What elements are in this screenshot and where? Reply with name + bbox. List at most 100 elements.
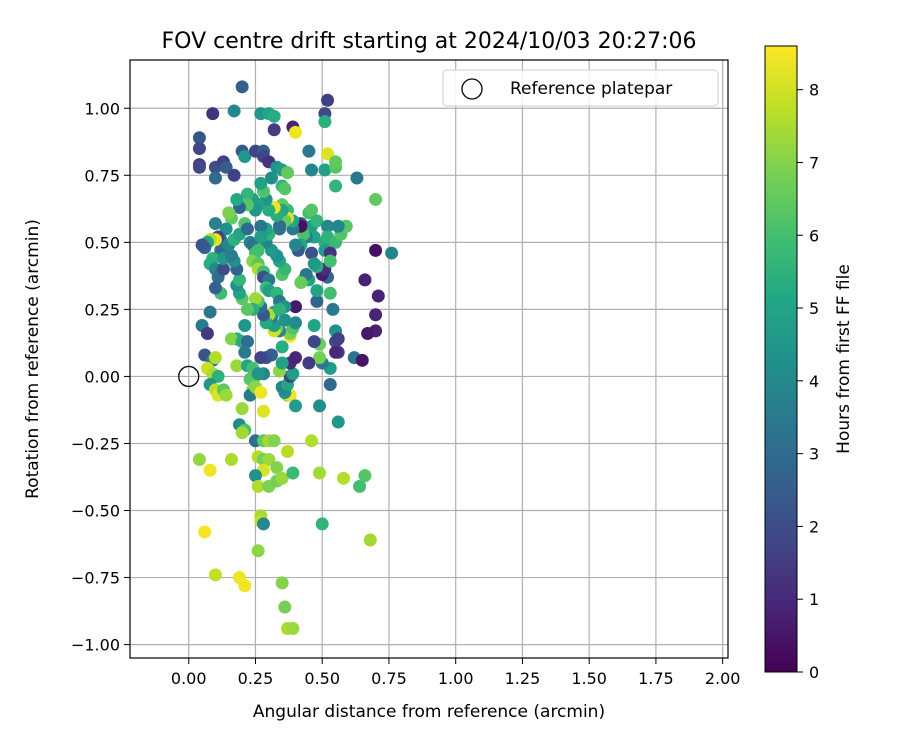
- x-tick-label: 2.00: [705, 669, 741, 688]
- data-point: [318, 115, 332, 129]
- data-point: [305, 203, 319, 217]
- data-point: [267, 109, 281, 123]
- data-point: [305, 163, 319, 177]
- data-point: [267, 123, 281, 137]
- data-point: [337, 471, 351, 485]
- data-point: [358, 273, 372, 287]
- axes: 0.00 0.25 0.50 0.75 1.00 1.25 1.50 1.75 2.00 −1.0…: [71, 59, 741, 688]
- data-point: [331, 415, 345, 429]
- data-point: [323, 286, 337, 300]
- data-point: [331, 332, 345, 346]
- data-point: [305, 246, 319, 260]
- data-point: [289, 238, 303, 252]
- data-point: [278, 182, 292, 196]
- data-point: [313, 466, 327, 480]
- data-point: [310, 284, 324, 298]
- x-axis-label: Angular distance from reference (arcmin): [253, 702, 605, 722]
- data-point: [289, 351, 303, 365]
- data-point: [206, 107, 220, 121]
- y-tick-label: 1.00: [84, 99, 120, 118]
- data-point: [275, 356, 289, 370]
- data-point: [224, 453, 238, 467]
- legend: Reference platepar: [442, 69, 719, 107]
- data-point: [363, 533, 377, 547]
- plot-frame: [129, 59, 729, 659]
- data-point: [240, 222, 254, 236]
- data-point: [254, 351, 268, 365]
- data-point: [224, 332, 238, 346]
- colorbar-gradient: [764, 45, 798, 673]
- data-point: [203, 463, 217, 477]
- colorbar-tick-label: 8: [809, 81, 819, 100]
- data-point: [219, 160, 233, 174]
- data-point: [208, 568, 222, 582]
- data-point: [230, 359, 244, 373]
- grid-lines: [130, 60, 728, 658]
- data-point: [251, 243, 265, 257]
- data-point: [251, 544, 265, 558]
- data-point: [273, 302, 286, 316]
- legend-box: [442, 69, 719, 107]
- data-point: [369, 308, 383, 322]
- data-point: [203, 305, 217, 319]
- data-point: [329, 345, 343, 359]
- colorbar-tick-label: 1: [809, 590, 819, 609]
- data-point: [264, 171, 278, 185]
- data-point: [224, 249, 238, 263]
- y-tick-label: −0.75: [71, 569, 120, 588]
- y-tick-label: 0.75: [84, 166, 120, 185]
- colorbar-tick-label: 4: [809, 372, 819, 391]
- data-point: [281, 166, 295, 180]
- data-point: [302, 356, 316, 370]
- data-point: [369, 192, 383, 206]
- x-tick-label: 0.00: [171, 669, 207, 688]
- data-point: [238, 318, 252, 332]
- legend-marker: [461, 78, 483, 100]
- data-point: [248, 469, 262, 483]
- data-point: [248, 292, 262, 306]
- x-tick-label: 0.75: [371, 669, 407, 688]
- x-tick-label: 0.50: [304, 669, 340, 688]
- data-point: [235, 426, 249, 440]
- data-point: [321, 93, 335, 107]
- data-point: [321, 219, 335, 233]
- data-point: [227, 104, 241, 118]
- data-point: [323, 254, 337, 268]
- data-points: [192, 80, 399, 636]
- colorbar-tick-label: 3: [809, 445, 819, 464]
- data-point: [286, 466, 300, 480]
- data-point: [227, 168, 241, 182]
- data-point: [235, 402, 249, 416]
- data-point: [385, 246, 399, 260]
- data-point: [326, 302, 340, 316]
- data-point: [208, 351, 222, 365]
- x-tick-label: 1.50: [571, 669, 607, 688]
- data-point: [278, 313, 292, 327]
- data-point: [278, 600, 292, 614]
- data-point: [238, 579, 252, 593]
- colorbar: 0 1 2 3 4 5 6 7 8 Hours from first FF file: [764, 45, 854, 682]
- data-point: [195, 238, 209, 252]
- data-point: [275, 471, 289, 485]
- data-point: [369, 243, 383, 257]
- colorbar-tick-label: 5: [809, 299, 819, 318]
- legend-label: Reference platepar: [510, 79, 672, 99]
- data-point: [329, 155, 343, 169]
- chart-title: FOV centre drift starting at 2024/10/03 …: [162, 29, 697, 54]
- data-point: [270, 461, 284, 475]
- data-point: [254, 386, 268, 400]
- data-point: [235, 80, 249, 94]
- data-point: [192, 160, 206, 174]
- x-tick-label: 1.00: [438, 669, 474, 688]
- data-point: [331, 219, 345, 233]
- data-point: [192, 453, 206, 467]
- data-point: [262, 203, 276, 217]
- data-point: [192, 131, 206, 145]
- data-point: [286, 367, 300, 381]
- data-point: [208, 217, 222, 231]
- data-point: [240, 335, 254, 349]
- x-tick-label: 1.75: [638, 669, 674, 688]
- data-point: [307, 257, 321, 271]
- data-point: [289, 125, 303, 139]
